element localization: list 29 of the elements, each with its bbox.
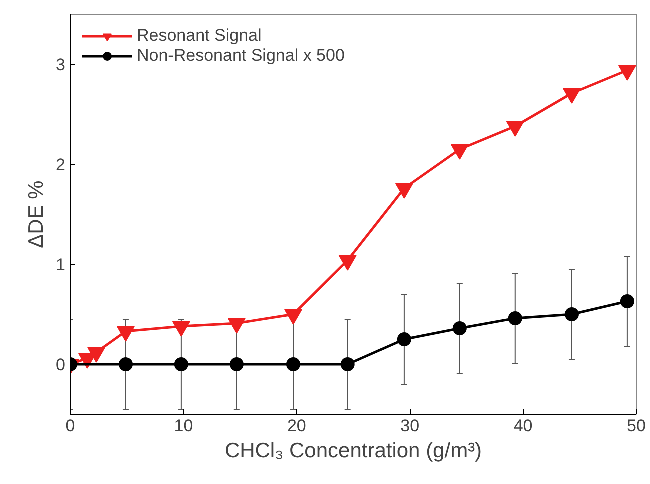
y-tick-label: 2 xyxy=(56,156,66,174)
point xyxy=(508,312,522,326)
point xyxy=(397,332,412,346)
point xyxy=(564,308,579,322)
point xyxy=(118,358,133,372)
point xyxy=(452,322,467,336)
x-tick-label: 10 xyxy=(174,416,194,436)
y-axis-title: ΔDE % xyxy=(25,180,48,248)
point xyxy=(618,65,636,81)
x-axis-title: CHCl₃ Concentration (g/m³) xyxy=(224,440,482,462)
y-tick-label: 0 xyxy=(56,356,66,374)
legend-label: Resonant Signal xyxy=(137,26,262,46)
x-tick-label: 40 xyxy=(514,416,533,436)
y-tick-label: 3 xyxy=(56,56,66,74)
point xyxy=(506,121,524,137)
point xyxy=(174,358,188,372)
point xyxy=(340,358,355,372)
x-tick-label: 50 xyxy=(627,416,646,436)
point xyxy=(450,144,469,160)
y-tick-label: 1 xyxy=(56,256,66,274)
point xyxy=(620,294,634,308)
point xyxy=(338,255,357,271)
point xyxy=(395,183,414,199)
point xyxy=(230,358,244,372)
legend-label: Non-Resonant Signal x 500 xyxy=(137,46,345,66)
point xyxy=(562,88,581,104)
point xyxy=(286,358,301,372)
x-tick-label: 30 xyxy=(400,416,420,436)
x-tick-label: 20 xyxy=(287,416,306,436)
